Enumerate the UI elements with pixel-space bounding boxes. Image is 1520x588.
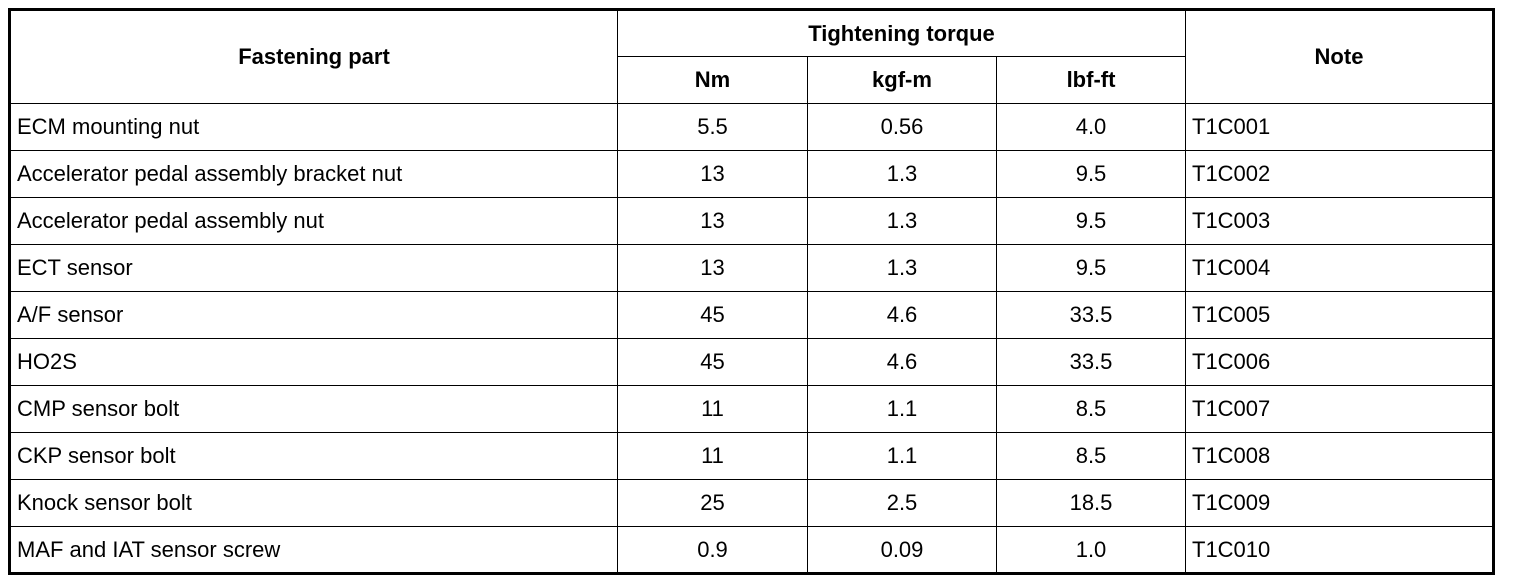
table-cell: 45: [617, 338, 808, 386]
table-cell: 33.5: [996, 291, 1186, 339]
table-row: A/F sensor 45 4.6 33.5 T1C005: [9, 291, 1494, 339]
table-cell: 1.3: [807, 150, 997, 198]
table-cell: T1C004: [1185, 244, 1494, 292]
table-cell: 0.56: [807, 103, 997, 151]
table-cell: 4.6: [807, 338, 997, 386]
table-body: ECM mounting nut 5.5 0.56 4.0 T1C001 Accelera…: [9, 103, 1494, 574]
table-cell: 1.1: [807, 385, 997, 433]
table-cell: ECM mounting nut: [9, 103, 618, 151]
table-cell: 9.5: [996, 197, 1186, 245]
table-header: Fastening part Tightening torque Note Nm…: [9, 9, 1494, 104]
table-cell: 9.5: [996, 244, 1186, 292]
header-cell: Nm: [617, 56, 808, 104]
table-row: Accelerator pedal assembly nut 13 1.3 9.5 T1…: [9, 197, 1494, 245]
table-cell: 1.0: [996, 526, 1186, 574]
header-row: Fastening part Tightening torque Note: [9, 9, 1494, 104]
table-cell: T1C002: [1185, 150, 1494, 198]
table-cell: CMP sensor bolt: [9, 385, 618, 433]
table-cell: 8.5: [996, 432, 1186, 480]
table-cell: 5.5: [617, 103, 808, 151]
table-cell: 13: [617, 150, 808, 198]
header-cell: Note: [1185, 9, 1494, 104]
table-cell: 1.3: [807, 197, 997, 245]
table-cell: 4.6: [807, 291, 997, 339]
table-cell: MAF and IAT sensor screw: [9, 526, 618, 574]
header-row: Nm kgf-m lbf-ft: [10, 56, 1494, 104]
table-cell: T1C005: [1185, 291, 1494, 339]
table-cell: T1C003: [1185, 197, 1494, 245]
table-cell: 8.5: [996, 385, 1186, 433]
table-cell: CKP sensor bolt: [9, 432, 618, 480]
table-row: HO2S 45 4.6 33.5 T1C006: [9, 338, 1494, 386]
table-cell: 4.0: [996, 103, 1186, 151]
table-cell: 45: [617, 291, 808, 339]
table-cell: T1C008: [1185, 432, 1494, 480]
table-cell: 9.5: [996, 150, 1186, 198]
table-row: Accelerator pedal assembly bracket nut 13…: [9, 150, 1494, 198]
table-cell: T1C006: [1185, 338, 1494, 386]
table-cell: Knock sensor bolt: [9, 479, 618, 527]
table-cell: 0.09: [807, 526, 997, 574]
table-cell: T1C001: [1185, 103, 1494, 151]
table-cell: 2.5: [807, 479, 997, 527]
table-cell: 11: [617, 385, 808, 433]
table-cell: 1.1: [807, 432, 997, 480]
table-cell: 11: [617, 432, 808, 480]
header-cell: Fastening part: [9, 9, 618, 104]
table-cell: T1C009: [1185, 479, 1494, 527]
table-cell: T1C010: [1185, 526, 1494, 574]
table-cell: 13: [617, 244, 808, 292]
table-row: ECT sensor 13 1.3 9.5 T1C004: [9, 244, 1494, 292]
table-cell: 1.3: [807, 244, 997, 292]
table-cell: 13: [617, 197, 808, 245]
header-cell: lbf-ft: [996, 56, 1186, 104]
table-cell: 0.9: [617, 526, 808, 574]
table-cell: Accelerator pedal assembly bracket nut: [9, 150, 618, 198]
table-row: Knock sensor bolt 25 2.5 18.5 T1C009: [9, 479, 1494, 527]
header-cell: Tightening torque: [617, 9, 1186, 57]
table-cell: HO2S: [9, 338, 618, 386]
table-row: ECM mounting nut 5.5 0.56 4.0 T1C001: [9, 103, 1494, 151]
table-row: MAF and IAT sensor screw 0.9 0.09 1.0 T1C010: [9, 526, 1494, 574]
table-row: CKP sensor bolt 11 1.1 8.5 T1C008: [9, 432, 1494, 480]
table-cell: Accelerator pedal assembly nut: [9, 197, 618, 245]
table-cell: 18.5: [996, 479, 1186, 527]
table-cell: ECT sensor: [9, 244, 618, 292]
table-cell: A/F sensor: [9, 291, 618, 339]
table-cell: 25: [617, 479, 808, 527]
table-cell: 33.5: [996, 338, 1186, 386]
header-cell: kgf-m: [807, 56, 997, 104]
table-row: CMP sensor bolt 11 1.1 8.5 T1C007: [9, 385, 1494, 433]
torque-table: Fastening part Tightening torque Note Nm…: [8, 8, 1495, 575]
table-cell: T1C007: [1185, 385, 1494, 433]
